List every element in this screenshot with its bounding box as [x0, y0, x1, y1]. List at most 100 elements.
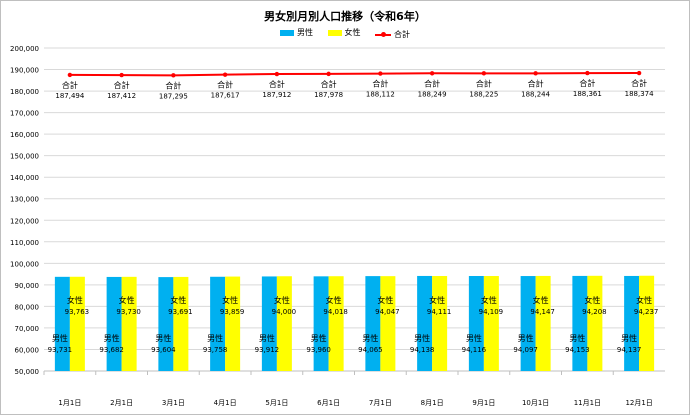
- data-label-female-value: 93,691: [168, 308, 193, 316]
- data-label-male-name: 男性: [259, 333, 275, 343]
- data-label-female-name: 女性: [170, 295, 186, 305]
- data-label-female-value: 94,018: [323, 308, 348, 316]
- data-label-male-name: 男性: [362, 333, 378, 343]
- y-tick-label: 170,000: [10, 110, 39, 118]
- data-label-total-value: 188,112: [366, 91, 395, 99]
- data-label-female-name: 女性: [636, 295, 652, 305]
- bar-male: [572, 275, 588, 371]
- data-label-total-value: 188,225: [469, 90, 498, 98]
- y-tick-label: 110,000: [10, 239, 39, 247]
- data-label-male-name: 男性: [52, 333, 68, 343]
- y-tick-label: 100,000: [10, 260, 39, 268]
- data-label-male-value: 93,758: [203, 346, 228, 354]
- data-label-female-value: 94,047: [375, 308, 400, 316]
- point-total: [67, 72, 73, 78]
- data-label-male-name: 男性: [155, 333, 171, 343]
- data-label-male-value: 93,604: [151, 346, 176, 354]
- data-label-male-value: 93,912: [255, 346, 280, 354]
- bar-female: [535, 275, 551, 371]
- data-label-male-name: 男性: [518, 333, 534, 343]
- x-tick-label: 5月1日: [265, 399, 288, 407]
- data-label-total-name: 合計: [114, 80, 130, 90]
- y-tick-label: 190,000: [10, 67, 39, 75]
- data-label-male-name: 男性: [414, 333, 430, 343]
- bar-male: [210, 276, 226, 371]
- data-label-female-name: 女性: [429, 295, 445, 305]
- data-label-female-value: 94,237: [634, 308, 659, 316]
- data-label-female-name: 女性: [533, 295, 549, 305]
- data-label-total-value: 187,912: [262, 91, 291, 99]
- legend: 男性 女性 合計: [0, 27, 690, 40]
- y-tick-label: 180,000: [10, 88, 39, 96]
- y-tick-label: 120,000: [10, 217, 39, 225]
- data-label-male-value: 94,138: [410, 346, 435, 354]
- data-label-female-value: 93,859: [220, 308, 245, 316]
- data-label-total-value: 187,978: [314, 91, 343, 99]
- data-label-male-value: 94,097: [513, 346, 538, 354]
- point-total: [585, 70, 590, 76]
- bar-female: [483, 276, 499, 371]
- data-label-male-value: 93,731: [48, 346, 73, 354]
- y-tick-label: 80,000: [15, 303, 40, 311]
- legend-label: 男性: [296, 28, 313, 37]
- y-tick-label: 60,000: [15, 346, 40, 354]
- data-label-total-name: 合計: [321, 79, 337, 89]
- data-label-male-name: 男性: [569, 333, 585, 343]
- data-label-total-value: 188,244: [521, 90, 550, 98]
- data-label-male-value: 94,153: [565, 346, 590, 354]
- bar-male: [261, 276, 277, 371]
- data-label-female-value: 93,730: [116, 308, 141, 316]
- data-label-total-value: 187,412: [107, 92, 136, 100]
- data-label-male-name: 男性: [207, 333, 223, 343]
- data-label-female-name: 女性: [326, 295, 342, 305]
- data-label-male-value: 94,137: [617, 346, 642, 354]
- x-tick-label: 12月1日: [625, 399, 652, 407]
- data-label-total-name: 合計: [631, 78, 647, 88]
- bar-male: [417, 275, 433, 371]
- legend-label: 合計: [394, 30, 411, 39]
- data-label-total-name: 合計: [424, 78, 440, 88]
- data-label-female-value: 94,147: [530, 308, 555, 316]
- legend-item-total: 合計: [375, 29, 410, 40]
- y-tick-label: 150,000: [10, 153, 39, 161]
- bar-female: [121, 276, 137, 371]
- legend-swatch-female: [327, 29, 342, 36]
- bar-female: [639, 275, 655, 371]
- legend-item-female: 女性: [327, 27, 361, 38]
- data-label-total-value: 188,374: [625, 90, 654, 98]
- data-label-total-name: 合計: [528, 78, 544, 88]
- data-label-total-name: 合計: [62, 80, 78, 90]
- point-total: [636, 70, 642, 76]
- x-tick-label: 4月1日: [214, 399, 237, 407]
- point-total: [222, 72, 228, 77]
- data-label-male-name: 男性: [466, 333, 482, 343]
- x-tick-label: 8月1日: [421, 399, 444, 407]
- y-tick-label: 70,000: [15, 325, 40, 333]
- bar-male: [313, 276, 329, 371]
- x-tick-label: 6月1日: [317, 399, 340, 407]
- x-tick-label: 1月1日: [58, 399, 81, 407]
- data-label-female-name: 女性: [584, 295, 600, 305]
- bar-male: [158, 277, 174, 371]
- x-tick-label: 10月1日: [522, 399, 549, 407]
- data-label-female-name: 女性: [377, 295, 393, 305]
- data-label-male-value: 93,682: [99, 346, 124, 354]
- data-label-female-name: 女性: [274, 295, 290, 305]
- data-label-female-value: 94,000: [272, 308, 297, 316]
- data-label-male-name: 男性: [621, 333, 637, 343]
- data-label-male-name: 男性: [104, 333, 120, 343]
- x-tick-label: 7月1日: [369, 399, 392, 407]
- point-total: [429, 71, 435, 76]
- legend-swatch-male: [279, 29, 294, 36]
- bar-male: [520, 276, 536, 371]
- chart-title: 男女別月別人口推移（令和6年）: [264, 10, 426, 23]
- bar-female: [587, 275, 603, 371]
- data-label-female-name: 女性: [67, 295, 83, 305]
- data-label-female-value: 94,208: [582, 308, 607, 316]
- data-label-total-name: 合計: [372, 79, 388, 89]
- bar-male: [624, 275, 640, 371]
- data-label-total-value: 188,249: [418, 90, 447, 98]
- y-tick-label: 140,000: [10, 174, 39, 182]
- data-label-female-value: 94,109: [479, 308, 504, 316]
